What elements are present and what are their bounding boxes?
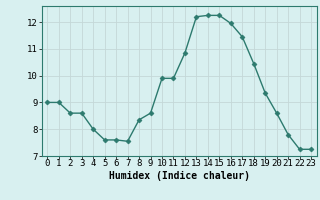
X-axis label: Humidex (Indice chaleur): Humidex (Indice chaleur) [109,171,250,181]
